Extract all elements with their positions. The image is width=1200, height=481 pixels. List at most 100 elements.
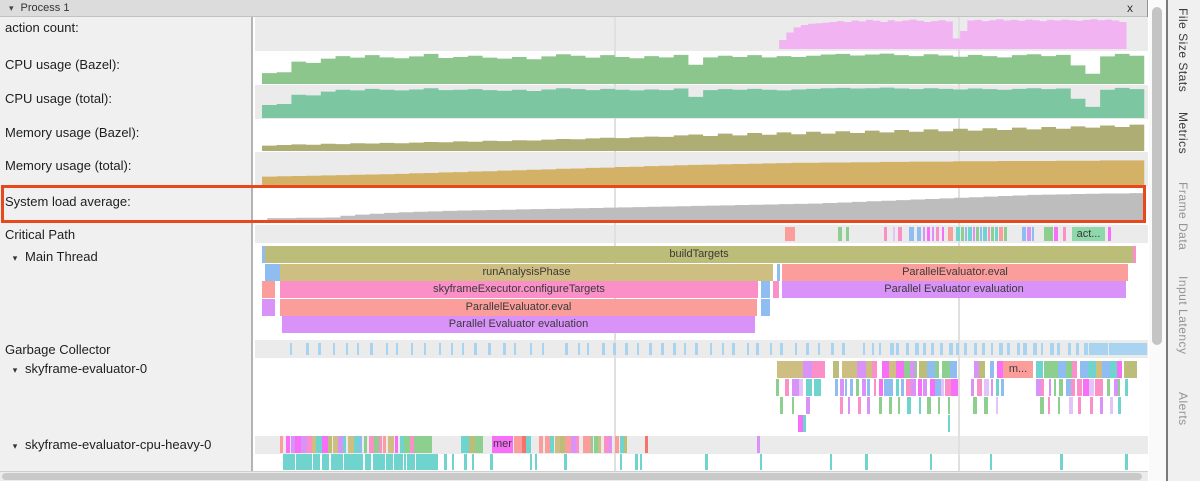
trace-slice[interactable] xyxy=(889,343,894,355)
trace-slice[interactable] xyxy=(1088,343,1094,355)
trace-slice[interactable] xyxy=(918,397,922,414)
critical-path-slice[interactable] xyxy=(936,227,939,241)
trace-slice[interactable] xyxy=(280,436,283,453)
critical-path-slice[interactable] xyxy=(999,227,1003,241)
trace-slice[interactable] xyxy=(438,343,442,355)
trace-slice[interactable] xyxy=(394,436,398,453)
trace-slice[interactable] xyxy=(325,454,329,470)
trace-slice[interactable] xyxy=(433,454,439,470)
trace-slice[interactable] xyxy=(541,343,545,355)
evaluator-slice[interactable] xyxy=(830,454,832,470)
evaluator-slice[interactable] xyxy=(539,436,543,453)
trace-slice[interactable] xyxy=(1109,361,1120,378)
trace-slice[interactable] xyxy=(849,379,854,396)
trace-slice[interactable] xyxy=(862,343,866,355)
trace-slice[interactable] xyxy=(973,397,977,414)
trace-slice[interactable] xyxy=(378,436,383,453)
trace-slice[interactable] xyxy=(612,343,616,355)
trace-slice[interactable] xyxy=(941,379,945,396)
timeline-tracks[interactable]: act... buildTargets runAnalysisPhase Parall… xyxy=(255,17,1148,471)
evaluator-slice[interactable] xyxy=(414,436,432,453)
critical-path-slice[interactable] xyxy=(1108,227,1111,241)
trace-slice[interactable] xyxy=(950,379,958,396)
trace-slice[interactable] xyxy=(896,343,900,355)
expand-arrow-icon[interactable]: ▾ xyxy=(12,253,18,263)
trace-slice[interactable] xyxy=(594,436,600,453)
trace-slice[interactable] xyxy=(934,379,941,396)
main-thread-slice[interactable]: ParallelEvaluator.eval xyxy=(280,299,757,316)
trace-slice[interactable] xyxy=(871,343,875,355)
trace-slice[interactable] xyxy=(598,436,601,453)
trace-slice[interactable] xyxy=(867,379,871,396)
evaluator-slice[interactable] xyxy=(930,454,932,470)
trace-slice[interactable] xyxy=(394,454,401,470)
trace-slice[interactable] xyxy=(333,436,340,453)
close-icon[interactable]: x xyxy=(1127,1,1133,15)
main-thread-slice[interactable] xyxy=(262,246,265,263)
trace-slice[interactable] xyxy=(831,343,835,355)
trace-slice[interactable] xyxy=(978,361,986,378)
trace-slice[interactable] xyxy=(619,436,624,453)
trace-slice[interactable] xyxy=(586,436,592,453)
trace-slice[interactable] xyxy=(1124,343,1129,355)
trace-slice[interactable] xyxy=(411,343,414,355)
trace-slice[interactable] xyxy=(1007,343,1011,355)
trace-slice[interactable] xyxy=(373,436,379,453)
trace-slice[interactable] xyxy=(1057,397,1060,414)
trace-slice[interactable] xyxy=(909,361,915,378)
trace-slice[interactable] xyxy=(900,379,904,396)
trace-slice[interactable] xyxy=(779,397,784,414)
trace-slice[interactable] xyxy=(1142,343,1148,355)
trace-slice[interactable] xyxy=(926,361,938,378)
trace-slice[interactable] xyxy=(1017,343,1021,355)
trace-slice[interactable] xyxy=(1118,379,1121,396)
trace-slice[interactable] xyxy=(999,343,1004,355)
trace-slice[interactable] xyxy=(793,361,805,378)
critical-path-slice[interactable] xyxy=(1004,227,1007,241)
evaluator-slice[interactable] xyxy=(1060,454,1063,470)
critical-path-slice[interactable] xyxy=(923,227,925,241)
trace-slice[interactable] xyxy=(964,343,967,355)
trace-slice[interactable] xyxy=(321,436,329,453)
trace-slice[interactable] xyxy=(1095,361,1106,378)
trace-slice[interactable] xyxy=(1099,343,1105,355)
trace-slice[interactable] xyxy=(949,361,958,378)
trace-slice[interactable] xyxy=(878,379,884,396)
critical-path-slice[interactable] xyxy=(1022,227,1026,241)
main-thread-slice[interactable] xyxy=(262,299,275,316)
trace-slice[interactable] xyxy=(709,343,712,355)
trace-slice[interactable] xyxy=(338,436,345,453)
trace-slice[interactable] xyxy=(990,343,994,355)
critical-path-slice[interactable] xyxy=(988,227,990,241)
trace-slice[interactable] xyxy=(306,343,309,355)
critical-path-slice[interactable] xyxy=(965,227,967,241)
trace-slice[interactable] xyxy=(385,343,388,355)
critical-path-slice[interactable] xyxy=(917,227,921,241)
evaluator-slice[interactable] xyxy=(645,436,648,453)
trace-slice[interactable] xyxy=(812,361,825,378)
trace-slice[interactable] xyxy=(971,379,975,396)
trace-slice[interactable] xyxy=(1044,361,1055,378)
trace-slice[interactable] xyxy=(1059,379,1063,396)
main-thread-slice[interactable]: skyframeExecutor.configureTargets xyxy=(280,281,758,298)
trace-slice[interactable] xyxy=(1035,361,1044,378)
main-thread-slice[interactable] xyxy=(761,299,770,316)
trace-slice[interactable] xyxy=(732,343,736,355)
trace-slice[interactable] xyxy=(848,361,859,378)
trace-slice[interactable] xyxy=(1048,397,1051,414)
critical-path-slice[interactable] xyxy=(976,227,979,241)
trace-slice[interactable] xyxy=(799,379,803,396)
trace-slice[interactable] xyxy=(364,454,372,470)
critical-path-slice[interactable] xyxy=(980,227,982,241)
trace-slice[interactable] xyxy=(879,343,882,355)
trace-slice[interactable] xyxy=(306,436,314,453)
trace-slice[interactable] xyxy=(1040,343,1043,355)
trace-slice[interactable] xyxy=(1048,379,1051,396)
trace-slice[interactable] xyxy=(1109,397,1113,414)
trace-slice[interactable] xyxy=(1036,379,1042,396)
trace-slice[interactable] xyxy=(840,379,845,396)
trace-slice[interactable] xyxy=(1090,397,1094,414)
trace-slice[interactable] xyxy=(550,436,555,453)
trace-slice[interactable] xyxy=(321,454,329,470)
trace-slice[interactable] xyxy=(791,397,794,414)
